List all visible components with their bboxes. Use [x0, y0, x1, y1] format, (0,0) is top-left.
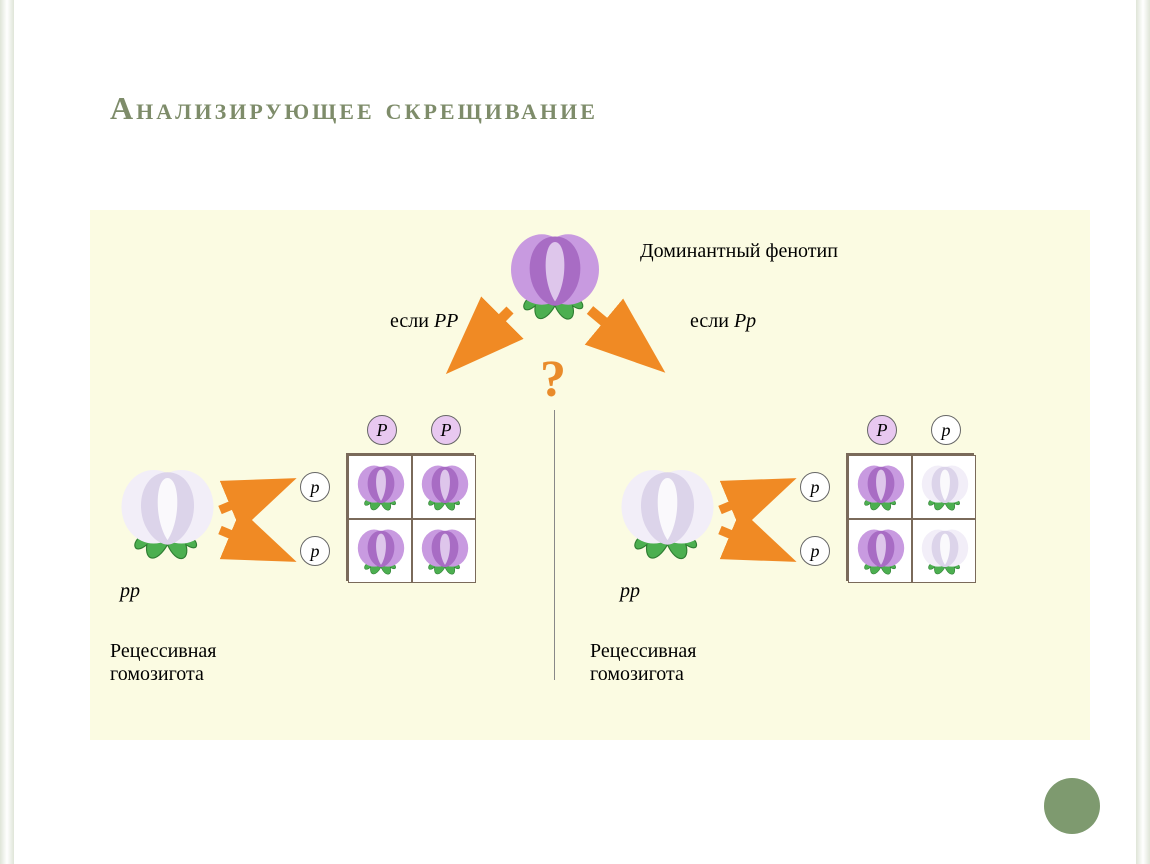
punnett-cell [912, 519, 976, 583]
slide-title: Анализирующее скрещивание [110, 90, 1080, 127]
gamete-top: P [431, 415, 461, 445]
punnett-cell [348, 455, 412, 519]
punnett-grid [346, 453, 474, 581]
gamete-side: p [800, 472, 830, 502]
gamete-side: p [300, 536, 330, 566]
gamete-top: P [367, 415, 397, 445]
decor-side-left [0, 0, 14, 864]
punnett-cell [412, 455, 476, 519]
gamete-top: P [867, 415, 897, 445]
punnett-cell [848, 519, 912, 583]
label-pp-left: pp [120, 580, 140, 603]
divider-line [554, 410, 555, 680]
punnett-left: P Pp p [300, 415, 478, 593]
slide-content: Анализирующее скрещивание Доминантный фе… [30, 0, 1120, 864]
punnett-cell [412, 519, 476, 583]
punnett-right: Pp p p [800, 415, 978, 593]
flower-recessive-right [610, 455, 725, 575]
caption-recessive-right: Рецессивная гомозигота [590, 640, 697, 686]
diagram-area: Доминантный фенотип если PP если Pp ? [90, 210, 1090, 740]
punnett-cell [348, 519, 412, 583]
decor-side-right [1136, 0, 1150, 864]
gamete-top: p [931, 415, 961, 445]
gamete-side: p [800, 536, 830, 566]
label-pp-right: pp [620, 580, 640, 603]
gamete-side: p [300, 472, 330, 502]
caption-recessive-left: Рецессивная гомозигота [110, 640, 217, 686]
punnett-cell [848, 455, 912, 519]
punnett-grid [846, 453, 974, 581]
punnett-cell [912, 455, 976, 519]
flower-recessive-left [110, 455, 225, 575]
question-mark: ? [540, 350, 566, 409]
decor-dot [1044, 778, 1100, 834]
